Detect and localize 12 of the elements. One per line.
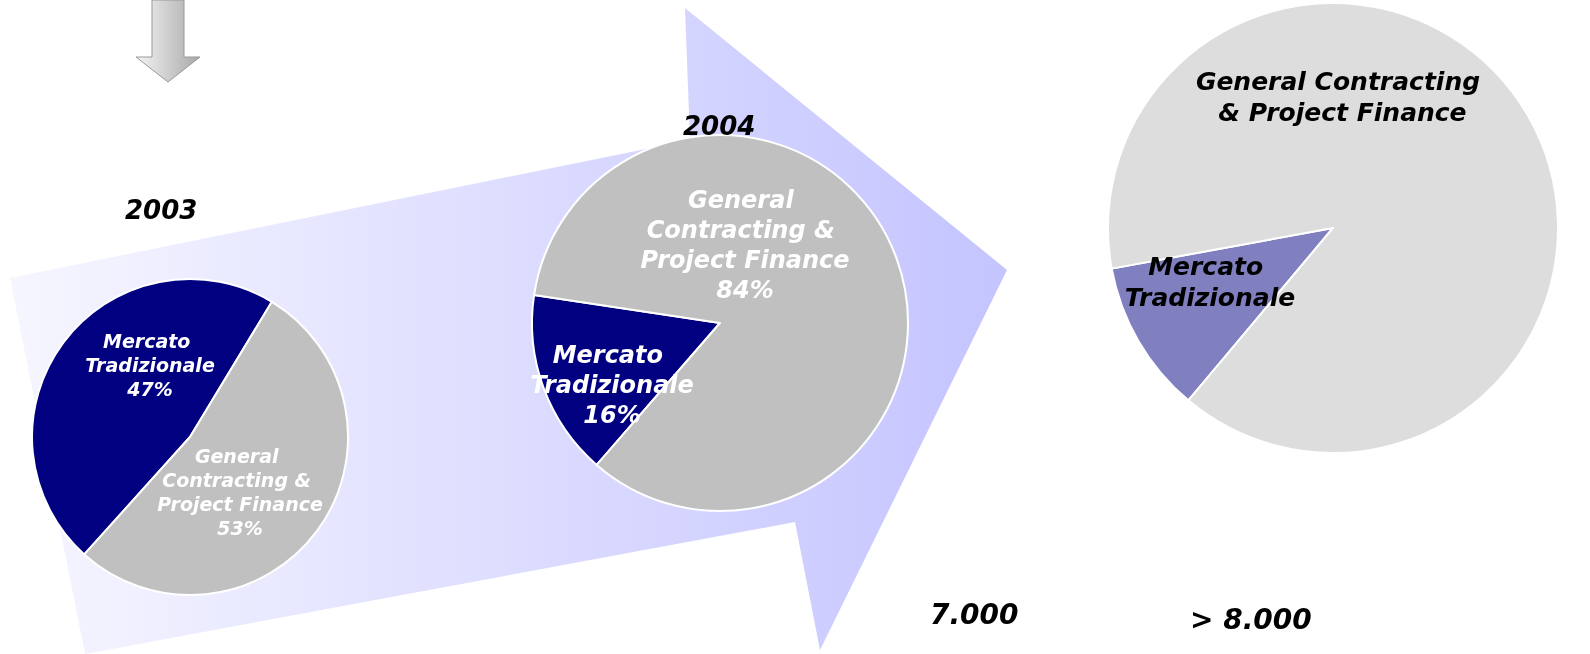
slice-label: General Contracting & Project Finance: [1195, 66, 1481, 128]
slice-label: General Contracting & Project Finance: [640, 186, 850, 274]
data-label: 84%: [716, 276, 774, 304]
slice-label: General Contracting & Project Finance: [157, 445, 323, 515]
data-label: 16%: [583, 401, 641, 429]
slice-label: Mercato Tradizionale: [85, 330, 215, 376]
chart-title: 2004: [683, 111, 756, 141]
data-label: 53%: [217, 516, 263, 539]
chart-title: 2003: [125, 195, 198, 225]
data-label: 47%: [126, 377, 173, 400]
text: 7.000: [930, 597, 1019, 631]
text: > 8.000: [1190, 602, 1312, 636]
